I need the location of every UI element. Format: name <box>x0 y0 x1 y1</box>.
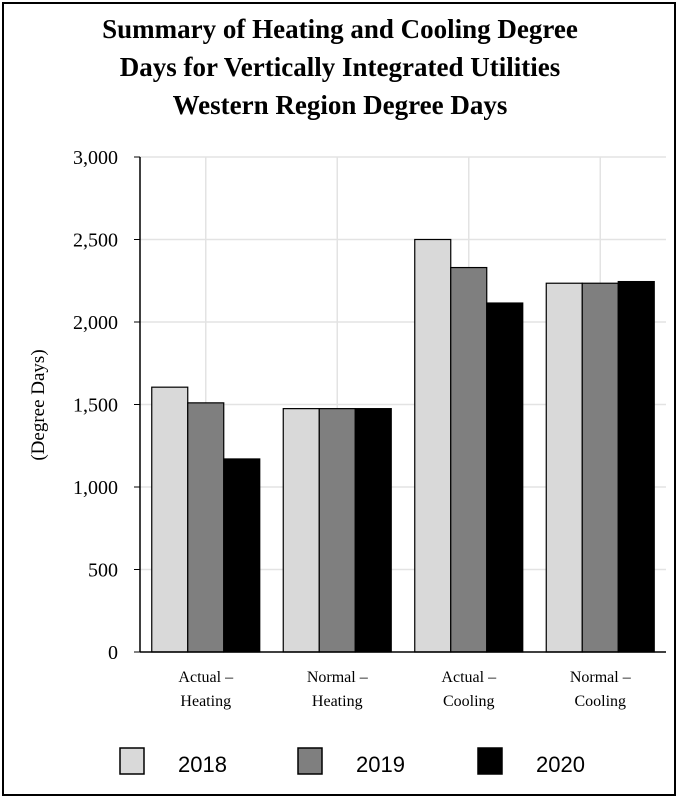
bar-2020 <box>617 280 655 653</box>
x-tick-label: Normal – <box>307 669 369 686</box>
y-tick-label: 500 <box>88 560 118 582</box>
bar-2019 <box>581 282 619 653</box>
legend: 2018 2019 2020 <box>119 747 585 777</box>
x-tick-label: Cooling <box>574 693 626 710</box>
bar-2019 <box>318 408 356 653</box>
bar-2018 <box>282 408 320 653</box>
y-tick-label: 0 <box>108 642 118 664</box>
y-tick-label: 1,000 <box>73 477 118 499</box>
y-axis-label: (Degree Days) <box>28 349 49 460</box>
legend-swatch-2020 <box>477 747 503 775</box>
x-tick-label: Actual – <box>441 669 497 686</box>
axes <box>134 156 666 653</box>
x-tick-label: Normal – <box>570 669 632 686</box>
y-tick-label: 1,500 <box>73 395 118 417</box>
bar-2020 <box>223 458 261 653</box>
legend-swatch-2019 <box>297 747 323 775</box>
bars <box>151 238 655 653</box>
bar-2020 <box>486 302 524 653</box>
legend-label-2018: 2018 <box>178 752 227 777</box>
legend-swatch-2018 <box>119 747 145 775</box>
chart-title-line-1: Summary of Heating and Cooling Degree <box>102 14 578 44</box>
y-tick-label: 2,500 <box>73 230 118 252</box>
bar-2020 <box>354 408 392 653</box>
legend-label-2019: 2019 <box>356 752 405 777</box>
x-tick-label: Heating <box>312 693 363 710</box>
x-tick-label: Actual – <box>178 669 234 686</box>
bar-2019 <box>450 266 488 653</box>
legend-label-2020: 2020 <box>536 752 585 777</box>
bar-2019 <box>187 402 225 653</box>
x-tick-label: Heating <box>180 693 231 710</box>
bar-2018 <box>151 386 189 653</box>
chart-title-line-3: Western Region Degree Days <box>172 90 508 120</box>
y-tick-label: 3,000 <box>73 147 118 169</box>
y-tick-label: 2,000 <box>73 312 118 334</box>
bar-2018 <box>414 238 452 653</box>
labels: 0 500 1,000 1,500 2,000 2,500 3,000 Actual – Hea… <box>73 147 632 710</box>
x-tick-label: Cooling <box>443 693 495 710</box>
bar-2018 <box>545 282 583 653</box>
chart-title: Summary of Heating and Cooling Degree Da… <box>0 10 680 124</box>
chart-title-line-2: Days for Vertically Integrated Utilities <box>119 52 561 82</box>
